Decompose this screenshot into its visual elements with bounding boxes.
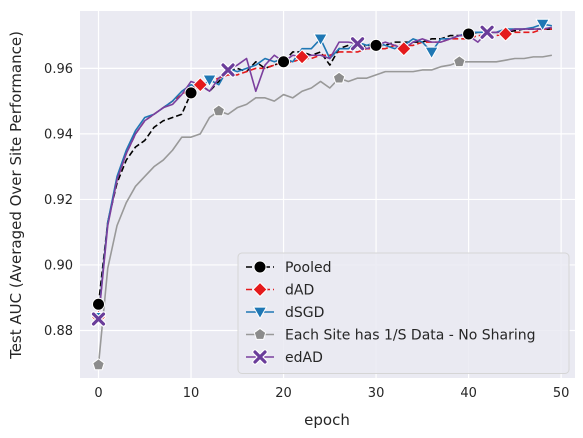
x-axis-label: epoch [304,411,350,429]
y-axis-label: Test AUC (Averaged Over Site Performance… [7,31,25,360]
legend-label: dAD [285,283,314,299]
x-tick-label: 10 [183,386,200,401]
y-tick-label: 0.92 [44,193,73,208]
legend-label: Pooled [285,260,331,276]
data-point-marker [332,71,346,84]
data-point-marker [92,297,106,311]
legend-marker-swatch [252,281,268,298]
data-point-marker [349,36,366,52]
y-tick-label: 0.88 [44,324,73,339]
data-point-marker [220,62,236,78]
legend-marker-swatch [252,306,268,320]
x-tick-label: 30 [368,386,385,401]
data-point-marker [92,358,105,371]
series-line [97,28,552,318]
data-point-marker [184,86,198,100]
legend-label: Each Site has 1/S Data - No Sharing [285,328,536,344]
data-point-marker [192,77,208,93]
x-tick-label: 20 [275,386,292,401]
x-tick-label: 40 [460,386,477,401]
data-point-marker [90,311,107,327]
x-tick-label: 0 [94,386,102,401]
legend-box [237,252,570,374]
legend: Pooled dAD dSGD Each Site has 1/S Data - No… [237,252,570,374]
data-point-marker [277,55,291,69]
x-tick-labels: 0 10 20 30 40 50 [94,386,569,401]
data-point-marker [497,26,514,42]
series-line [97,26,553,320]
grid-lines [80,11,575,378]
data-point-marker [424,46,439,60]
data-point-marker [369,38,383,52]
series-line [97,54,553,365]
series-line [97,23,553,318]
data-point-marker [212,104,226,117]
y-tick-labels: 0.88 0.90 0.92 0.94 0.96 [44,62,73,339]
legend-marker-swatch [253,327,267,340]
legend-marker-swatch [252,349,268,365]
data-point-marker [313,33,328,47]
legend-label: dSGD [285,305,324,321]
series-markers [90,18,550,371]
y-tick-label: 0.94 [44,127,73,142]
series-lines [97,23,553,365]
data-point-marker [294,49,310,65]
legend-label: edAD [285,350,323,366]
data-point-marker [396,40,412,57]
data-point-marker [202,74,217,88]
data-point-marker [535,18,550,32]
x-tick-label: 50 [553,386,570,401]
y-tick-label: 0.90 [44,258,73,273]
data-point-marker [453,55,466,68]
y-tick-label: 0.96 [44,62,73,77]
data-point-marker [479,24,495,41]
data-point-marker [462,27,476,41]
legend-marker-swatch [253,260,267,274]
